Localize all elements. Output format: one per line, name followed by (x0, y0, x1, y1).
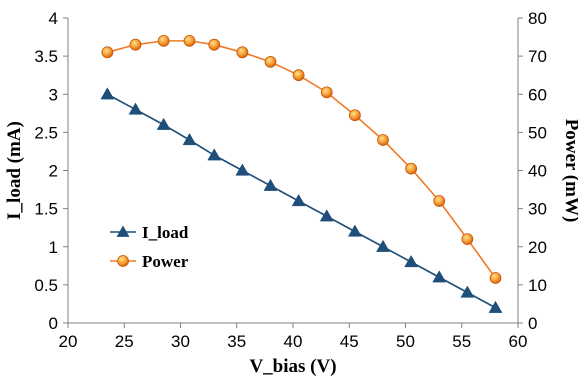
x-tick-label: 20 (59, 332, 78, 351)
legend: I_load Power (110, 223, 189, 271)
data-point-power (377, 134, 389, 146)
data-point-i-load (347, 224, 362, 237)
y-right-tick-label: 10 (528, 276, 547, 295)
x-axis-label: V_bias (V) (249, 356, 336, 376)
y-left-tick-label: 2 (49, 162, 58, 181)
data-point-i-load (263, 178, 278, 191)
y-left-tick-label: 3 (49, 85, 58, 104)
data-point-power (292, 69, 305, 82)
y-right-tick-label: 0 (528, 314, 537, 333)
data-point-power (320, 86, 333, 99)
data-point-i-load (460, 285, 475, 298)
y-right-tick-label: 20 (528, 238, 547, 257)
axes: 20 25 30 35 40 45 50 55 6000.511.522.533.5401020… (34, 9, 547, 351)
legend-item-power: Power (110, 252, 189, 271)
data-point-i-load (404, 254, 419, 268)
data-point-i-load (182, 132, 197, 146)
data-point-power (489, 272, 502, 284)
y-right-tick-label: 30 (528, 200, 547, 219)
data-point-power (461, 233, 474, 246)
data-point-power (405, 162, 418, 175)
data-point-i-load (376, 239, 390, 252)
x-tick-label: 40 (284, 332, 303, 351)
x-tick-label: 25 (115, 332, 134, 351)
y-left-tick-label: 1 (49, 238, 58, 257)
y-right-tick-label: 50 (528, 123, 547, 142)
y-right-tick-label: 40 (528, 162, 547, 181)
series-i-load (100, 87, 503, 313)
data-point-power (236, 46, 249, 59)
x-tick-label: 35 (227, 332, 246, 351)
data-point-power (183, 34, 196, 47)
data-point-power (129, 38, 142, 51)
y-left-tick-label: 0 (49, 314, 58, 333)
data-point-i-load (156, 117, 171, 130)
y-right-tick-label: 80 (528, 9, 547, 28)
data-point-i-load (128, 102, 143, 115)
x-tick-label: 55 (452, 332, 471, 351)
y-left-tick-label: 3.5 (34, 47, 58, 66)
legend-label-i-load: I_load (142, 223, 189, 242)
x-tick-label: 30 (171, 332, 190, 351)
data-point-i-load (432, 270, 447, 283)
y-axis-left-label: I_load (mA) (4, 121, 25, 220)
legend-item-i-load: I_load (110, 223, 189, 242)
data-point-power (101, 46, 114, 59)
series-power (101, 34, 502, 284)
x-tick-label: 45 (340, 332, 359, 351)
data-point-power (208, 38, 221, 51)
data-point-i-load (291, 193, 306, 207)
y-left-tick-label: 0.5 (34, 276, 58, 295)
legend-label-power: Power (142, 252, 189, 271)
data-point-power (433, 195, 446, 207)
y-right-tick-label: 70 (528, 47, 547, 66)
x-tick-label: 50 (396, 332, 415, 351)
legend-marker-power (117, 255, 129, 267)
data-point-i-load (100, 87, 115, 100)
data-point-power (348, 109, 361, 122)
x-tick-label: 60 (509, 332, 528, 351)
y-left-tick-label: 2.5 (34, 123, 58, 142)
y-right-tick-label: 60 (528, 85, 547, 104)
data-point-power (264, 55, 277, 68)
legend-marker-i-load (116, 225, 130, 237)
data-point-i-load (207, 148, 222, 161)
data-point-i-load (319, 209, 334, 222)
y-left-tick-label: 1.5 (34, 200, 58, 219)
y-left-tick-label: 4 (49, 9, 58, 28)
series-layer (100, 34, 503, 313)
data-point-i-load (235, 163, 250, 176)
data-point-power (157, 34, 170, 47)
y-axis-right-label: Power (mW) (561, 119, 578, 223)
data-point-i-load (488, 300, 503, 313)
